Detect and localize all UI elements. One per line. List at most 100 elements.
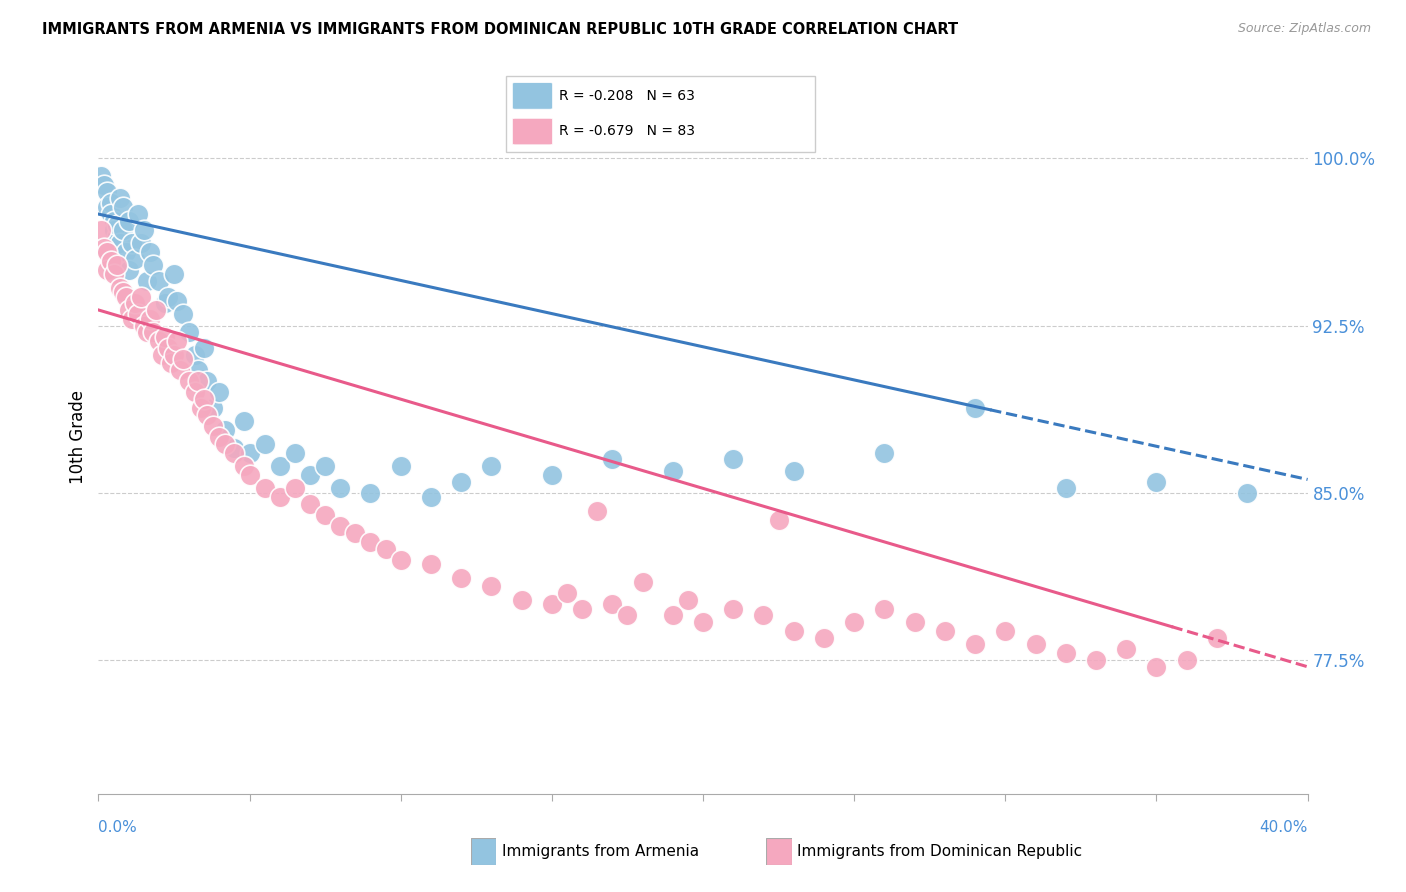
Point — [420, 557, 443, 571]
Point — [156, 289, 179, 303]
Point — [662, 608, 685, 623]
Point — [142, 325, 165, 339]
Point — [195, 374, 218, 388]
Point — [1144, 659, 1167, 673]
Point — [169, 363, 191, 377]
Point — [96, 185, 118, 199]
Point — [284, 445, 307, 459]
Point — [692, 615, 714, 629]
Point — [172, 307, 194, 321]
Point — [450, 475, 472, 489]
Point — [124, 296, 146, 310]
Point — [389, 552, 412, 566]
Point — [540, 597, 562, 611]
Point — [314, 458, 336, 473]
Point — [172, 351, 194, 366]
Point — [111, 285, 134, 299]
Point — [127, 307, 149, 321]
Text: Immigrants from Armenia: Immigrants from Armenia — [502, 845, 699, 859]
Point — [873, 601, 896, 615]
Point — [783, 624, 806, 638]
Point — [631, 574, 654, 589]
Point — [184, 347, 207, 361]
Point — [904, 615, 927, 629]
Point — [510, 592, 533, 607]
Point — [571, 601, 593, 615]
Point — [239, 445, 262, 459]
Point — [93, 240, 115, 254]
Point — [195, 408, 218, 422]
Point — [344, 525, 367, 540]
Point — [224, 445, 246, 459]
Point — [329, 481, 352, 495]
Point — [96, 262, 118, 277]
Point — [111, 222, 134, 236]
Point — [752, 608, 775, 623]
Point — [208, 430, 231, 444]
Point — [145, 302, 167, 317]
Point — [179, 325, 201, 339]
Point — [481, 458, 503, 473]
Point — [844, 615, 866, 629]
Point — [129, 289, 152, 303]
Point — [118, 302, 141, 317]
Point — [166, 293, 188, 308]
Point — [108, 191, 131, 205]
Point — [214, 436, 236, 450]
Point — [329, 519, 352, 533]
Point — [103, 267, 125, 281]
Point — [1175, 653, 1198, 667]
Point — [105, 229, 128, 244]
Point — [314, 508, 336, 522]
Point — [139, 311, 162, 326]
Point — [873, 445, 896, 459]
Point — [723, 452, 745, 467]
Point — [374, 541, 396, 556]
Point — [420, 490, 443, 504]
Point — [132, 318, 155, 333]
Point — [1206, 631, 1229, 645]
Point — [142, 258, 165, 272]
Point — [1085, 653, 1108, 667]
Point — [360, 485, 382, 500]
Y-axis label: 10th Grade: 10th Grade — [69, 390, 87, 484]
Point — [224, 441, 246, 455]
Text: 40.0%: 40.0% — [1260, 821, 1308, 835]
Point — [166, 334, 188, 348]
Point — [616, 608, 638, 623]
Point — [90, 222, 112, 236]
Point — [284, 481, 307, 495]
Point — [103, 213, 125, 227]
Point — [148, 274, 170, 288]
Point — [148, 334, 170, 348]
Point — [450, 570, 472, 584]
Point — [105, 218, 128, 232]
Point — [602, 597, 624, 611]
FancyBboxPatch shape — [512, 83, 553, 109]
Point — [360, 534, 382, 549]
Point — [540, 467, 562, 482]
Point — [163, 267, 186, 281]
Point — [193, 341, 215, 355]
Point — [129, 235, 152, 250]
Point — [124, 252, 146, 266]
Point — [103, 222, 125, 236]
Point — [1024, 637, 1046, 651]
Point — [389, 458, 412, 473]
Point — [187, 374, 209, 388]
Point — [184, 385, 207, 400]
Point — [813, 631, 835, 645]
Point — [153, 296, 176, 310]
Point — [1054, 646, 1077, 660]
Point — [586, 503, 609, 517]
Point — [160, 356, 183, 370]
Point — [121, 235, 143, 250]
Point — [202, 401, 225, 415]
Point — [111, 200, 134, 214]
Point — [934, 624, 956, 638]
Point — [121, 311, 143, 326]
Point — [90, 169, 112, 183]
Point — [108, 280, 131, 294]
Point — [153, 329, 176, 343]
Point — [114, 289, 136, 303]
